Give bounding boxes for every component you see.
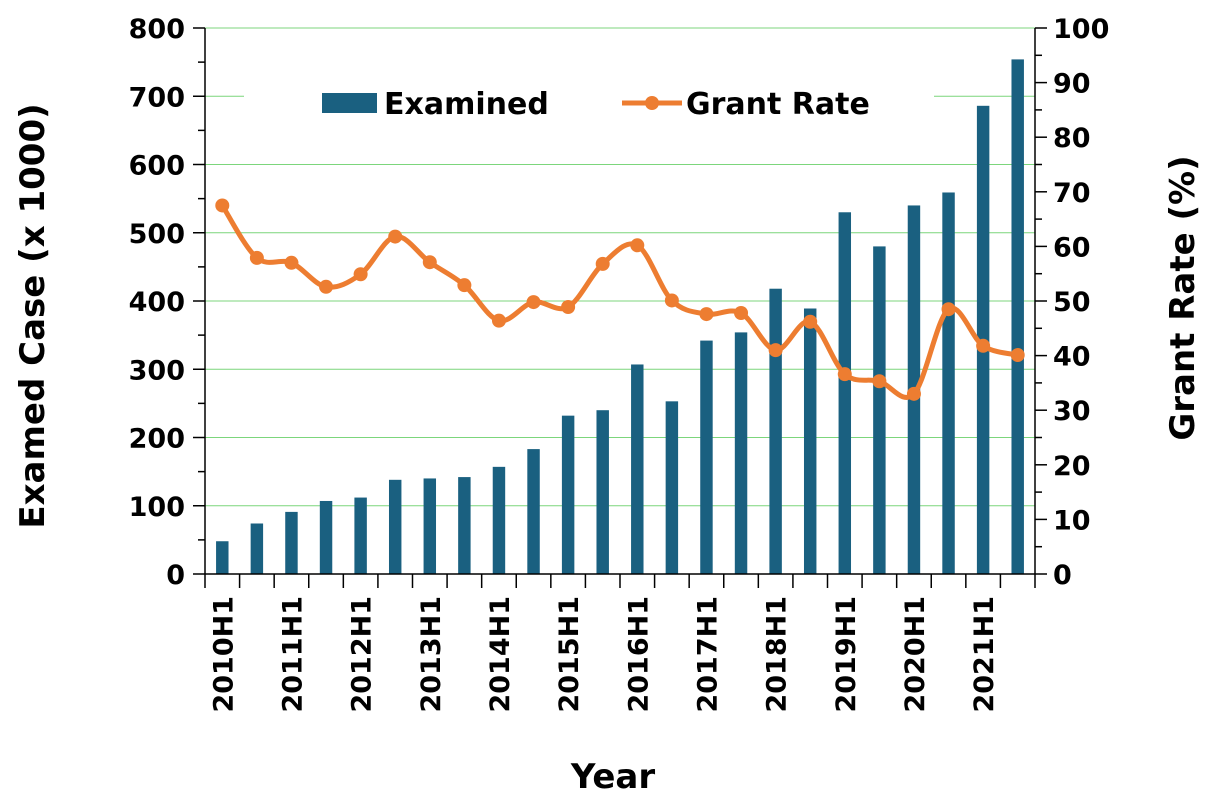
grant-rate-point-7 xyxy=(457,278,472,293)
y2-tick-label-40: 40 xyxy=(1053,342,1091,373)
legend-marker-grant-rate xyxy=(645,96,659,110)
grant-rate-point-16 xyxy=(768,343,783,358)
x-tick-label-22: 2021H1 xyxy=(969,596,1000,713)
grant-rate-point-23 xyxy=(1010,348,1025,363)
legend: Examined Grant Rate xyxy=(244,80,934,122)
legend-label-examined: Examined xyxy=(384,87,549,122)
y-axis-title: Examed Case (x 1000) xyxy=(13,103,53,528)
x-tick-label-8: 2014H1 xyxy=(485,596,516,713)
y-tick-label-500: 500 xyxy=(129,219,185,250)
bar-19 xyxy=(873,246,886,574)
bar-12 xyxy=(631,364,644,574)
y2-tick-label-0: 0 xyxy=(1053,560,1072,591)
grant-rate-point-5 xyxy=(388,229,403,244)
line-series-grant-rate xyxy=(215,198,1025,401)
bar-6 xyxy=(423,478,437,574)
y2-tick-label-80: 80 xyxy=(1053,123,1091,154)
bar-13 xyxy=(665,401,679,574)
bar-9 xyxy=(527,449,540,574)
grant-rate-point-10 xyxy=(561,300,576,315)
x-axis-title: Year xyxy=(570,757,656,796)
x-tick-label-12: 2016H1 xyxy=(623,596,654,713)
grant-rate-point-22 xyxy=(976,338,991,353)
x-tick-label-4: 2012H1 xyxy=(347,596,378,713)
x-tick-label-10: 2015H1 xyxy=(554,596,585,713)
x-tick-label-14: 2017H1 xyxy=(692,596,723,713)
y-tick-label-600: 600 xyxy=(129,151,185,182)
grant-rate-point-17 xyxy=(803,314,818,329)
y-tick-label-300: 300 xyxy=(129,355,185,386)
legend-swatch-examined xyxy=(322,93,377,113)
x-tick-label-0: 2010H1 xyxy=(208,596,239,713)
grant-rate-point-0 xyxy=(215,198,230,213)
bar-4 xyxy=(354,497,367,574)
grant-rate-point-11 xyxy=(595,256,610,271)
grant-rate-point-14 xyxy=(699,307,714,322)
bar-15 xyxy=(734,332,748,574)
x-tick-label-18: 2019H1 xyxy=(831,596,862,713)
x-tick-label-16: 2018H1 xyxy=(762,596,793,713)
bar-17 xyxy=(803,308,817,574)
grant-rate-point-18 xyxy=(837,367,852,382)
y-tick-label-0: 0 xyxy=(166,560,185,591)
grant-rate-point-12 xyxy=(630,238,645,253)
legend-label-grant-rate: Grant Rate xyxy=(686,87,870,122)
bar-14 xyxy=(700,340,713,574)
axes: 0 100 200 300 400 500 600 700 800 0 10 20 30 40 50 60 70… xyxy=(129,14,1110,713)
y2-tick-label-10: 10 xyxy=(1053,505,1091,536)
x-tick-label-20: 2020H1 xyxy=(900,596,931,713)
bar-3 xyxy=(319,500,333,574)
bar-7 xyxy=(458,477,471,574)
grant-rate-point-21 xyxy=(941,302,956,317)
grant-rate-point-20 xyxy=(906,386,921,401)
grant-rate-point-3 xyxy=(319,279,334,294)
y-tick-label-400: 400 xyxy=(129,287,185,318)
bar-2 xyxy=(285,511,298,574)
bar-series-examined xyxy=(216,59,1024,575)
bar-11 xyxy=(596,410,609,574)
bar-18 xyxy=(838,212,852,574)
y-tick-label-700: 700 xyxy=(129,82,185,113)
grant-rate-point-8 xyxy=(491,313,506,328)
y2-tick-label-90: 90 xyxy=(1053,69,1091,100)
y2-tick-label-50: 50 xyxy=(1053,287,1091,318)
bar-16 xyxy=(769,288,782,574)
bar-5 xyxy=(388,479,402,574)
bar-8 xyxy=(492,466,506,574)
y2-tick-label-100: 100 xyxy=(1053,14,1109,45)
grant-rate-point-19 xyxy=(872,374,887,389)
grant-rate-point-1 xyxy=(249,250,264,265)
bar-0 xyxy=(216,541,229,574)
bar-21 xyxy=(942,192,955,575)
y2-axis-title: Grant Rate (%) xyxy=(1163,155,1203,440)
grant-rate-point-2 xyxy=(284,255,299,270)
y2-tick-label-70: 70 xyxy=(1053,178,1091,209)
y2-tick-label-30: 30 xyxy=(1053,396,1091,427)
grant-rate-point-15 xyxy=(734,306,749,321)
grant-rate-point-6 xyxy=(422,255,437,270)
y2-tick-label-60: 60 xyxy=(1053,232,1091,263)
bar-10 xyxy=(561,415,575,574)
y2-tick-label-20: 20 xyxy=(1053,451,1091,482)
y-tick-label-200: 200 xyxy=(129,424,185,455)
x-tick-label-6: 2013H1 xyxy=(416,596,447,713)
bar-1 xyxy=(250,523,264,574)
bar-23 xyxy=(1011,59,1024,574)
y-tick-label-100: 100 xyxy=(129,492,185,523)
grant-rate-point-9 xyxy=(526,295,541,310)
grant-rate-point-13 xyxy=(664,293,679,308)
x-tick-label-2: 2011H1 xyxy=(277,596,308,713)
grant-rate-point-4 xyxy=(353,267,368,282)
y-tick-label-800: 800 xyxy=(129,14,185,45)
